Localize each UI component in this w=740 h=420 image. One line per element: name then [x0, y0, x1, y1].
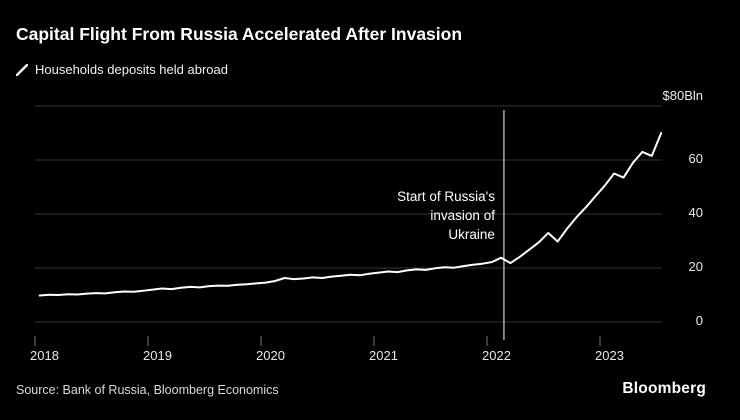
y-tick-label: 0	[695, 313, 703, 328]
x-tick-label: 2019	[143, 348, 172, 363]
y-tick-label: 60	[688, 151, 703, 166]
annotation-line: Ukraine	[448, 226, 495, 242]
annotation-line: Start of Russia's	[397, 189, 495, 204]
chart-title: Capital Flight From Russia Accelerated A…	[16, 24, 463, 44]
x-tick-label: 2021	[369, 348, 398, 363]
x-tick-label: 2020	[256, 348, 285, 363]
bloomberg-logo: Bloomberg	[622, 380, 706, 397]
annotation-line: invasion of	[430, 207, 495, 223]
x-tick-label: 2022	[482, 348, 511, 363]
x-tick-label: 2023	[595, 348, 624, 363]
x-tick-label: 2018	[30, 348, 59, 363]
legend-label: Households deposits held abroad	[35, 62, 228, 77]
y-tick-label: 20	[688, 259, 703, 274]
legend: Households deposits held abroad	[15, 62, 228, 77]
line-series-icon	[15, 63, 29, 76]
y-tick-label: 40	[688, 205, 703, 220]
source-note: Source: Bank of Russia, Bloomberg Econom…	[16, 383, 279, 397]
invasion-annotation: Start of Russia's invasion of Ukraine	[397, 188, 495, 245]
y-tick-label: $80Bln	[662, 88, 703, 103]
